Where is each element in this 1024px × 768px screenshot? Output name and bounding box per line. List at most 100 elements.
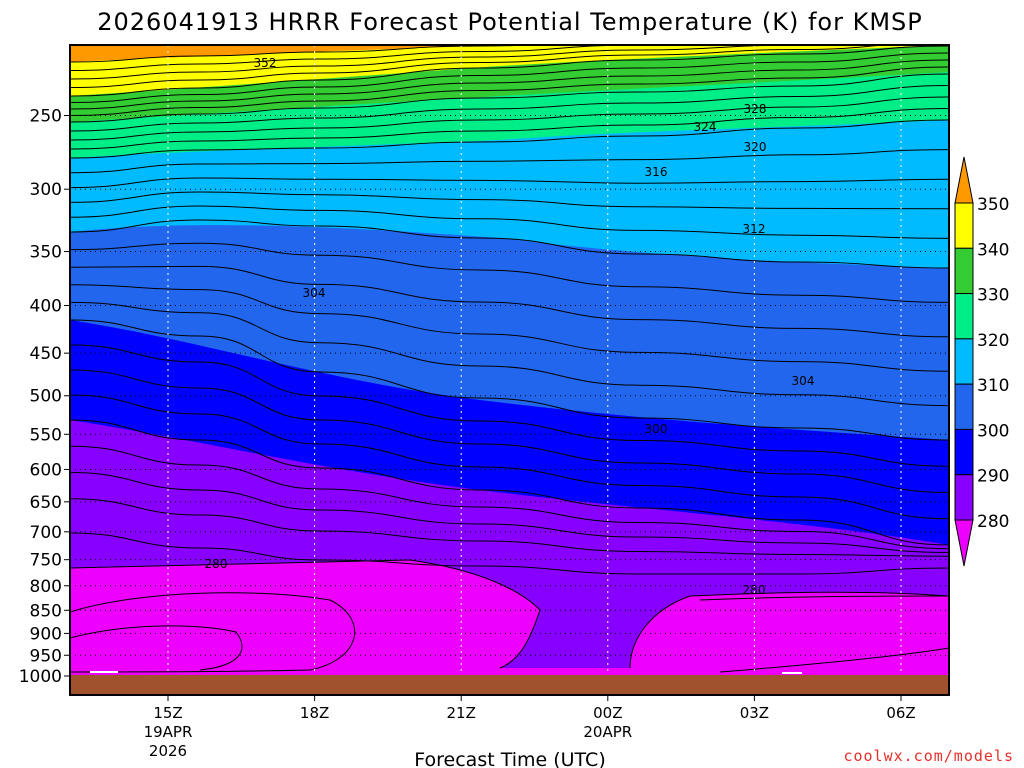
contour-line [70, 242, 949, 303]
colorbar-label: 320 [977, 331, 1009, 351]
contour-label: 280 [743, 583, 766, 597]
y-tick-label: 750 [30, 551, 62, 571]
colorbar-label: 290 [977, 467, 1009, 487]
contour-line [70, 108, 949, 150]
credit-text: coolwx.com/models [843, 747, 1014, 765]
contour-inner-left-2 [70, 625, 243, 671]
contour-line-280 [70, 559, 541, 669]
contour-label: 304 [792, 374, 815, 388]
contour-right-280 [699, 595, 949, 601]
contour-line [70, 73, 949, 123]
x-tick-label: 21Z [447, 704, 476, 722]
y-tick-label: 650 [30, 493, 62, 513]
band-340-350 [70, 45, 949, 96]
y-tick-label: 400 [30, 297, 62, 317]
grid-lines [70, 45, 949, 695]
contour-line [70, 394, 949, 520]
contour-line [70, 344, 949, 467]
x-tick-label: 03Z [740, 704, 769, 722]
colorbar-label: 330 [977, 286, 1009, 306]
colorbar-segment [954, 338, 974, 385]
contour-line [70, 85, 949, 132]
y-tick-label: 600 [30, 460, 62, 480]
contour-label: 300 [645, 422, 668, 436]
contour-line [70, 319, 949, 441]
contour-label: 352 [254, 56, 277, 70]
y-tick-label: 250 [30, 106, 62, 126]
contour-label: 316 [645, 165, 668, 179]
y-tick-label: 350 [30, 243, 62, 263]
y-tick-label: 700 [30, 523, 62, 543]
y-tick-label: 950 [30, 646, 62, 666]
contour-line [70, 45, 888, 88]
colorbar-segment [954, 202, 974, 249]
contour-line [70, 369, 949, 493]
y-tick-label: 800 [30, 577, 62, 597]
contour-line [70, 177, 949, 189]
colorbar-segment [954, 474, 974, 521]
contour-label: 280 [205, 557, 228, 571]
plot-area [70, 45, 949, 695]
colorbar-label: 310 [977, 376, 1009, 396]
chart-title: 2026041913 HRRR Forecast Potential Tempe… [97, 8, 923, 36]
colorbar-extend-bottom [954, 519, 974, 567]
x-tick-label: 00Z [593, 704, 622, 722]
ground-surface [70, 675, 949, 695]
y-tick-label: 450 [30, 344, 62, 364]
contour-label: 328 [744, 102, 767, 116]
x-tick-date: 20APR [583, 723, 632, 741]
x-tick-label: 15Z [153, 704, 182, 722]
contour-line [70, 419, 949, 546]
y-tick-label: 1000 [19, 667, 62, 687]
contour-label: 324 [694, 120, 717, 134]
contour-line [70, 96, 949, 141]
y-tick-label: 500 [30, 387, 62, 407]
contour-lines [70, 45, 949, 669]
contour-right-inner [719, 647, 949, 673]
x-axis-title: Forecast Time (UTC) [414, 749, 605, 768]
band-above-350 [70, 45, 500, 62]
contour-line [70, 59, 949, 110]
colorbar: 350 340 330 320 310 300 290 280 [954, 156, 1009, 567]
contour-labels: 352 328 324 320 316 312 304 304 300 280 … [205, 56, 815, 597]
contour-label: 304 [303, 286, 326, 300]
y-tick-label: 550 [30, 425, 62, 445]
y-tick-label: 900 [30, 624, 62, 644]
colorbar-segment [954, 247, 974, 295]
contour-line [70, 219, 949, 269]
contour-line [70, 498, 949, 557]
colorbar-label: 280 [977, 512, 1009, 532]
contour-line [70, 149, 949, 174]
contour-line [70, 532, 949, 575]
x-tick-date: 19APR [144, 723, 193, 741]
colorbar-segment [954, 428, 974, 476]
contour-inner-left [70, 592, 356, 673]
contour-line [70, 45, 949, 97]
contour-line [70, 119, 949, 159]
contour-line [70, 45, 831, 80]
contour-line [70, 445, 949, 550]
contour-line [70, 52, 949, 103]
y-tick-label: 850 [30, 601, 62, 621]
contour-line [70, 265, 949, 338]
colorbar-label: 300 [977, 421, 1009, 441]
colorbar-segment [954, 293, 974, 340]
contour-label: 320 [744, 140, 767, 154]
contour-line [70, 472, 949, 553]
y-axis: 250 300 350 400 450 500 550 600 650 700 750 800 850 9… [19, 106, 70, 687]
x-tick-label: 06Z [886, 704, 915, 722]
contour-line [70, 45, 681, 71]
contour-line-280 [629, 591, 949, 669]
x-tick-label: 18Z [300, 704, 329, 722]
colorbar-segment [954, 383, 974, 430]
contour-line [70, 191, 949, 210]
plot-frame [69, 44, 950, 696]
contour-line [70, 284, 949, 372]
y-tick-label: 300 [30, 180, 62, 200]
contour-line [70, 66, 949, 116]
contour-label: 312 [743, 222, 766, 236]
contour-line [70, 205, 949, 239]
colorbar-label: 340 [977, 240, 1009, 260]
